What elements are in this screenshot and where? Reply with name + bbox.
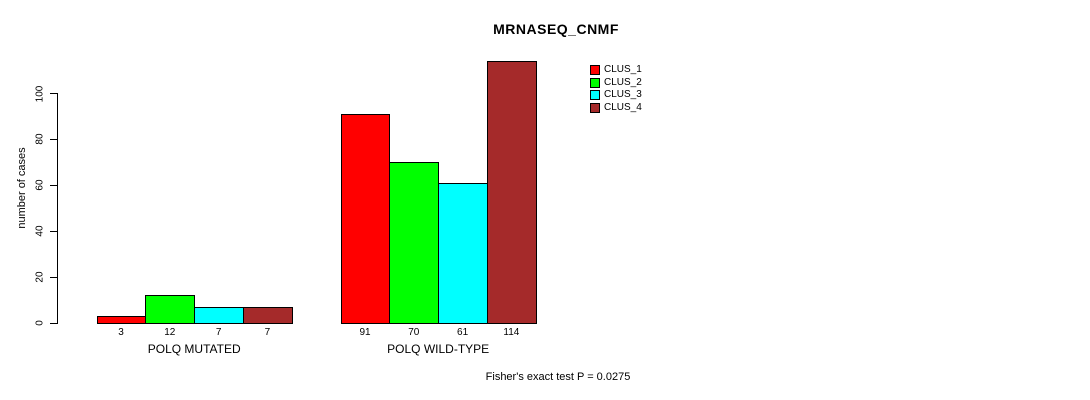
y-axis-tick [50,184,57,186]
bar-value-label: 12 [164,327,176,338]
bar-value-label: 70 [408,327,420,338]
legend-label-clus_4: CLUS_4 [604,102,642,114]
bar-value-label: 114 [503,327,520,338]
y-axis-tick-label: 60 [34,179,46,191]
y-axis-tick-label: 0 [34,320,46,326]
bar-value-label: 7 [264,327,271,338]
y-axis-tick [50,93,57,94]
bar-clus_3-wild-type [438,183,488,324]
legend-label-clus_1: CLUS_1 [604,64,642,75]
bar-clus_1-wild-type [340,114,391,324]
chart-title: MRNASEQ_CNMF [493,21,619,37]
legend-swatch-clus_1 [590,65,600,75]
y-axis-tick-label: 80 [34,133,46,145]
bar-value-label: 3 [118,327,124,338]
bar-value-label: 61 [457,327,469,338]
legend-label-clus_2: CLUS_2 [604,76,642,88]
y-axis-tick [50,138,57,140]
y-axis-tick [50,230,57,232]
bar-value-label: 91 [359,327,371,338]
bar-clus_1-mutated [96,316,147,324]
legend-swatch-clus_4 [590,103,600,114]
legend-swatch-clus_2 [590,77,600,88]
y-axis-line [57,93,58,324]
legend-label-clus_3: CLUS_3 [604,89,642,101]
bar-clus_4-wild-type [487,61,537,324]
legend-swatch-clus_3 [590,90,600,101]
y-axis-tick [50,322,57,324]
bar-clus_2-mutated [145,295,196,324]
bar-clus_3-mutated [194,306,244,324]
y-axis-tick [50,276,57,278]
footer-annotation: Fisher's exact test P = 0.0275 [485,371,631,383]
y-axis-tick-label: 40 [34,225,46,237]
group-label: POLQ MUTATED [147,342,241,356]
bar-clus_4-mutated [243,306,293,324]
bar-clus_2-wild-type [389,162,440,324]
group-label: POLQ WILD-TYPE [387,342,490,356]
y-axis-tick-label: 20 [34,271,46,283]
bar-value-label: 7 [215,327,222,338]
y-axis-tick-label: 100 [34,85,46,102]
